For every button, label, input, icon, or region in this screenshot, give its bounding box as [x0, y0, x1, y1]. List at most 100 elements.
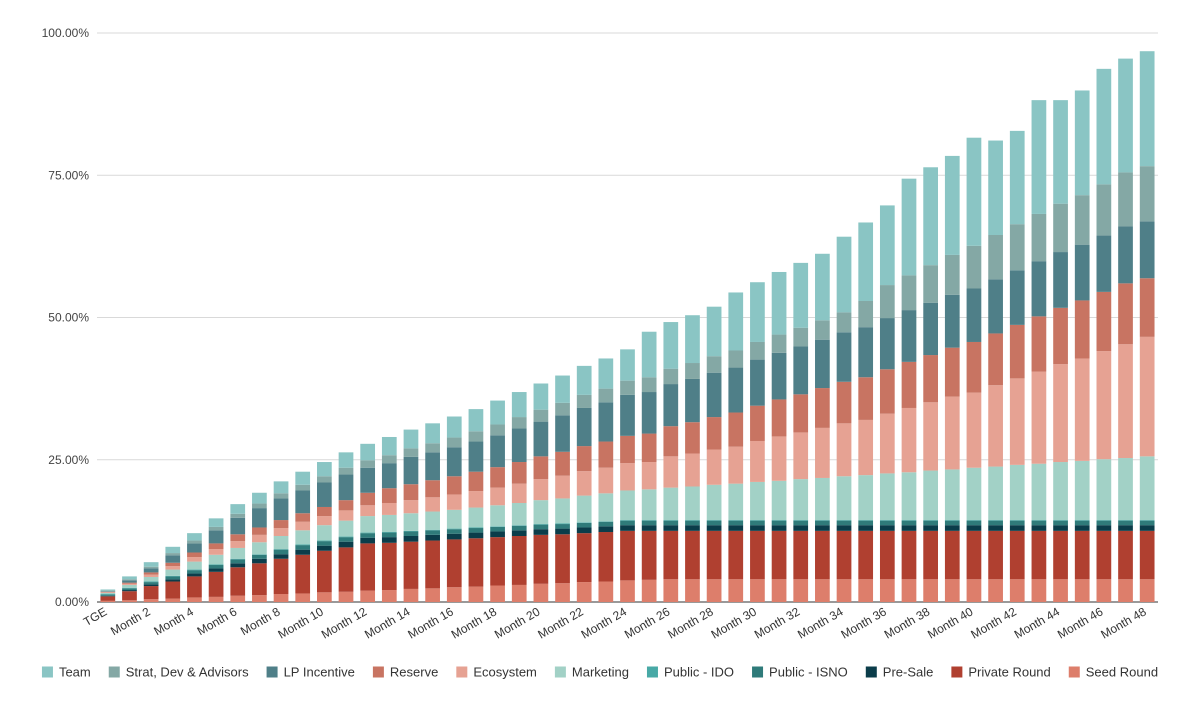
bar-segment-marketing[interactable]: [771, 480, 787, 521]
bar-stack-40[interactable]: [966, 137, 982, 602]
bar-segment-public-ido[interactable]: [1118, 520, 1133, 521]
bar-segment-private-round[interactable]: [403, 541, 419, 589]
bar-segment-lp-incentive[interactable]: [1118, 226, 1133, 284]
bar-segment-public-ido[interactable]: [187, 569, 202, 571]
bar-segment-marketing[interactable]: [576, 495, 592, 523]
bar-segment-ecosystem[interactable]: [1009, 378, 1025, 465]
bar-segment-public-isno[interactable]: [165, 576, 181, 580]
bar-segment-pre-sale[interactable]: [879, 525, 895, 531]
bar-segment-public-isno[interactable]: [706, 520, 722, 526]
legend-item[interactable]: Ecosystem: [456, 665, 537, 680]
bar-stack-30[interactable]: [750, 282, 765, 602]
bar-segment-pre-sale[interactable]: [208, 568, 224, 572]
bar-segment-reserve[interactable]: [836, 381, 852, 424]
bar-segment-public-ido[interactable]: [338, 536, 354, 538]
bar-segment-lp-incentive[interactable]: [100, 591, 116, 592]
bar-segment-reserve[interactable]: [252, 527, 267, 535]
bar-segment-public-ido[interactable]: [252, 554, 267, 555]
bar-segment-team[interactable]: [381, 436, 397, 456]
bar-segment-ecosystem[interactable]: [468, 491, 484, 508]
bar-segment-private-round[interactable]: [858, 530, 874, 580]
bar-stack-14[interactable]: [403, 429, 419, 602]
bar-stack-34[interactable]: [836, 236, 852, 602]
bar-segment-reserve[interactable]: [208, 543, 224, 550]
bar-segment-strat-dev-advisors[interactable]: [1118, 172, 1133, 227]
bar-segment-ecosystem[interactable]: [836, 423, 852, 477]
bar-segment-public-ido[interactable]: [295, 544, 311, 546]
bar-segment-strat-dev-advisors[interactable]: [663, 368, 679, 385]
bar-segment-strat-dev-advisors[interactable]: [1053, 203, 1068, 253]
bar-segment-strat-dev-advisors[interactable]: [944, 254, 960, 295]
bar-segment-seed-round[interactable]: [836, 579, 852, 602]
bar-segment-team[interactable]: [252, 492, 267, 504]
bar-segment-pre-sale[interactable]: [511, 530, 527, 536]
bar-segment-private-round[interactable]: [598, 532, 614, 582]
bar-segment-pre-sale[interactable]: [771, 525, 787, 531]
bar-segment-pre-sale[interactable]: [295, 549, 311, 555]
bar-segment-public-isno[interactable]: [295, 545, 311, 550]
bar-segment-private-round[interactable]: [446, 539, 462, 588]
bar-segment-team[interactable]: [1139, 51, 1155, 167]
bar-stack-41[interactable]: [988, 140, 1003, 602]
bar-segment-lp-incentive[interactable]: [1009, 270, 1025, 325]
bar-segment-private-round[interactable]: [576, 533, 592, 583]
bar-segment-reserve[interactable]: [295, 513, 311, 522]
bar-stack-11[interactable]: [338, 452, 354, 602]
bar-segment-seed-round[interactable]: [793, 579, 809, 602]
bar-segment-public-ido[interactable]: [1096, 520, 1112, 521]
bar-segment-marketing[interactable]: [879, 473, 895, 521]
bar-segment-lp-incentive[interactable]: [966, 288, 982, 342]
bar-stack-25[interactable]: [641, 331, 657, 602]
bar-segment-pre-sale[interactable]: [1118, 525, 1133, 531]
bar-stack-19[interactable]: [511, 392, 527, 602]
bar-segment-reserve[interactable]: [1053, 307, 1068, 365]
bar-segment-strat-dev-advisors[interactable]: [576, 394, 592, 408]
bar-segment-public-ido[interactable]: [576, 522, 592, 523]
bar-segment-marketing[interactable]: [1009, 464, 1025, 521]
bar-segment-ecosystem[interactable]: [1053, 364, 1068, 463]
bar-segment-team[interactable]: [273, 481, 289, 494]
bar-segment-ecosystem[interactable]: [1031, 371, 1047, 464]
bar-segment-public-isno[interactable]: [966, 520, 982, 526]
bar-segment-private-round[interactable]: [425, 540, 440, 589]
bar-segment-public-ido[interactable]: [403, 530, 419, 532]
bar-segment-pre-sale[interactable]: [576, 527, 592, 534]
bar-segment-public-ido[interactable]: [533, 524, 549, 525]
bar-segment-seed-round[interactable]: [858, 579, 874, 602]
bar-segment-lp-incentive[interactable]: [901, 310, 917, 362]
bar-segment-public-ido[interactable]: [511, 525, 527, 526]
bar-segment-team[interactable]: [187, 533, 202, 541]
bar-segment-private-round[interactable]: [663, 530, 679, 580]
bar-segment-lp-incentive[interactable]: [620, 394, 635, 436]
bar-segment-pre-sale[interactable]: [446, 533, 462, 540]
bar-segment-seed-round[interactable]: [620, 580, 635, 602]
bar-segment-team[interactable]: [1053, 100, 1068, 204]
bar-segment-pre-sale[interactable]: [1009, 525, 1025, 531]
bar-segment-lp-incentive[interactable]: [576, 407, 592, 447]
bar-segment-private-round[interactable]: [273, 558, 289, 595]
bar-segment-pre-sale[interactable]: [728, 525, 744, 531]
bar-segment-private-round[interactable]: [879, 530, 895, 580]
bar-segment-public-isno[interactable]: [901, 520, 917, 526]
bar-stack-42[interactable]: [1009, 130, 1025, 602]
bar-segment-private-round[interactable]: [815, 530, 830, 580]
bar-segment-seed-round[interactable]: [360, 590, 376, 602]
bar-segment-marketing[interactable]: [252, 542, 267, 555]
bar-segment-public-isno[interactable]: [100, 594, 116, 596]
bar-segment-seed-round[interactable]: [988, 579, 1003, 602]
bar-segment-private-round[interactable]: [750, 530, 765, 580]
bar-segment-lp-incentive[interactable]: [165, 555, 181, 563]
legend-item[interactable]: Private Round: [951, 665, 1051, 680]
bar-segment-strat-dev-advisors[interactable]: [793, 327, 809, 347]
bar-segment-lp-incentive[interactable]: [533, 421, 549, 457]
bar-segment-seed-round[interactable]: [879, 579, 895, 602]
bar-segment-marketing[interactable]: [295, 530, 311, 545]
bar-segment-strat-dev-advisors[interactable]: [923, 265, 938, 303]
bar-stack-0[interactable]: [100, 589, 116, 602]
bar-segment-lp-incentive[interactable]: [187, 543, 202, 553]
bar-segment-seed-round[interactable]: [598, 581, 614, 602]
bar-segment-public-ido[interactable]: [641, 520, 657, 521]
bar-segment-lp-incentive[interactable]: [208, 530, 224, 544]
bar-segment-reserve[interactable]: [100, 591, 116, 593]
bar-segment-private-round[interactable]: [988, 530, 1003, 580]
